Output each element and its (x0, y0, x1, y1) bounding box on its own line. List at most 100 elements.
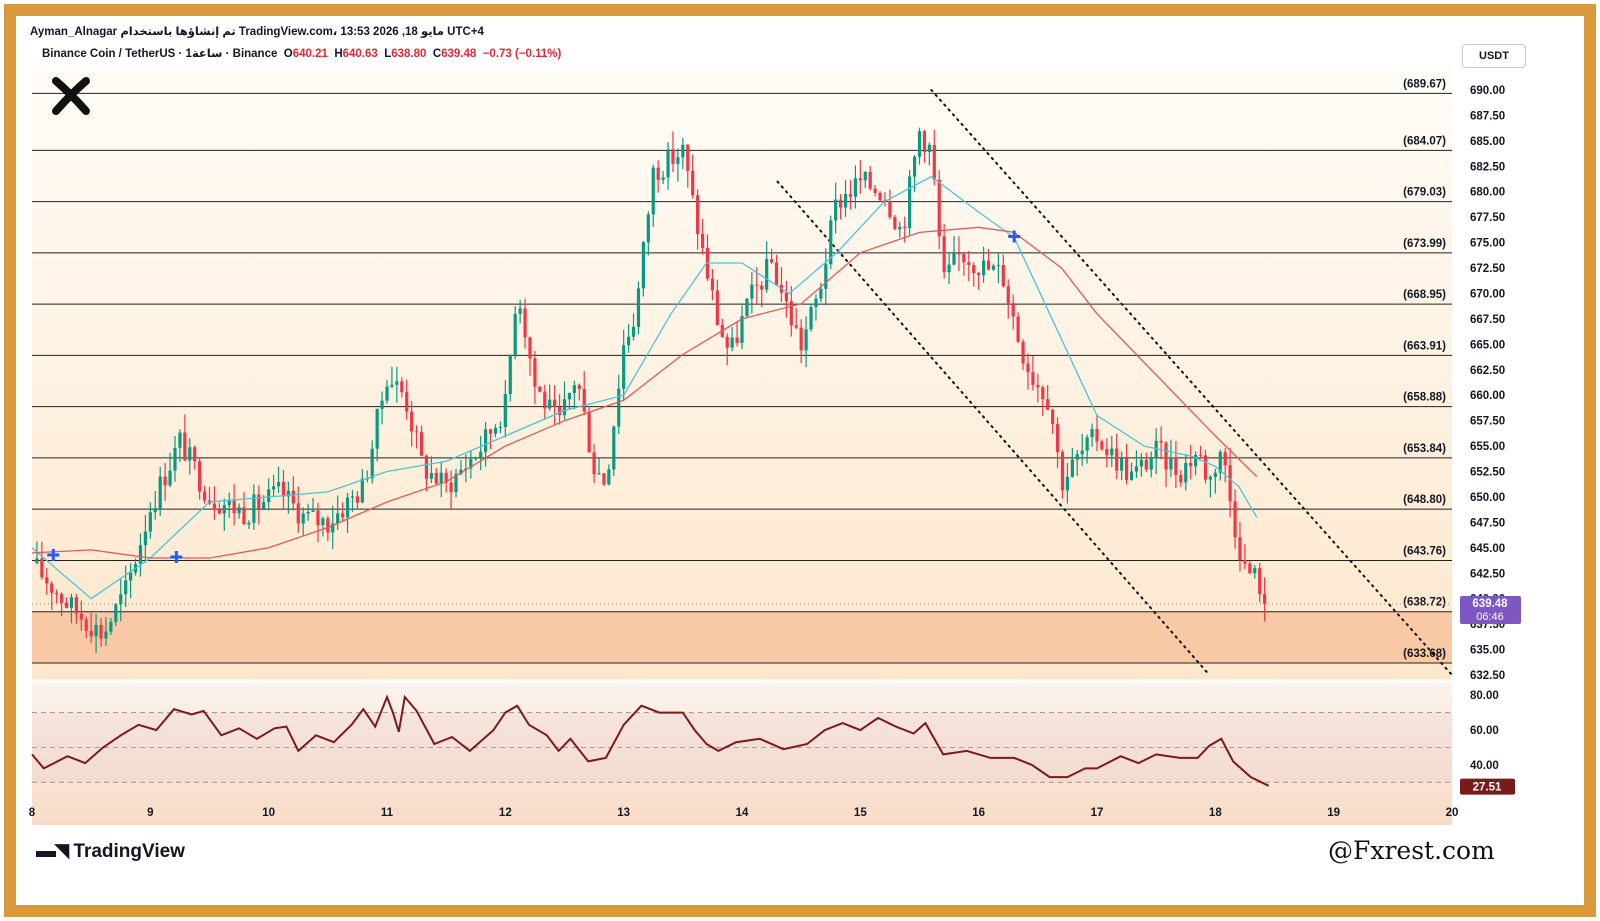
candle[interactable] (375, 408, 379, 462)
ma-slow-line[interactable] (31, 226, 1258, 559)
candle[interactable] (740, 305, 744, 350)
candle[interactable] (247, 520, 251, 529)
candle[interactable] (316, 502, 320, 543)
candle[interactable] (1139, 453, 1143, 477)
candle[interactable] (518, 299, 522, 324)
symbol-name[interactable]: Binance Coin / TetherUS · 1ساعة · Binanc… (42, 48, 278, 60)
candle[interactable] (927, 142, 931, 166)
candle[interactable] (1060, 449, 1065, 499)
candle[interactable] (464, 454, 468, 483)
candle[interactable] (1041, 385, 1045, 417)
candle[interactable] (439, 462, 443, 498)
trendline[interactable] (930, 89, 1453, 676)
candle[interactable] (222, 498, 226, 532)
candle[interactable] (735, 321, 739, 347)
candle[interactable] (414, 425, 419, 449)
candle[interactable] (1120, 451, 1124, 481)
candle[interactable] (119, 579, 123, 622)
candle[interactable] (893, 215, 897, 231)
candle[interactable] (1011, 294, 1015, 330)
candle[interactable] (1223, 447, 1227, 483)
candle[interactable] (587, 406, 591, 453)
candle[interactable] (410, 400, 414, 447)
candle[interactable] (543, 384, 547, 420)
candle[interactable] (143, 514, 148, 563)
candle[interactable] (1174, 441, 1178, 488)
candle[interactable] (1115, 433, 1119, 480)
candle[interactable] (267, 478, 271, 511)
candle[interactable] (1213, 468, 1217, 494)
candle[interactable] (986, 249, 991, 271)
candle[interactable] (834, 182, 838, 234)
candle[interactable] (523, 298, 527, 349)
candle[interactable] (1036, 373, 1040, 403)
candle[interactable] (582, 371, 586, 415)
candle[interactable] (1006, 279, 1010, 319)
candle[interactable] (271, 474, 276, 497)
candle[interactable] (996, 253, 1000, 284)
candle[interactable] (839, 194, 843, 220)
candle[interactable] (257, 485, 261, 525)
candle[interactable] (789, 285, 793, 337)
candle[interactable] (774, 254, 779, 286)
candle[interactable] (1001, 254, 1005, 288)
candle[interactable] (1090, 423, 1094, 447)
candle[interactable] (597, 457, 601, 475)
candle[interactable] (1110, 435, 1114, 468)
candle[interactable] (1065, 463, 1070, 504)
candle[interactable] (124, 565, 128, 608)
candle[interactable] (1169, 439, 1173, 478)
candle[interactable] (1263, 577, 1267, 622)
candle[interactable] (345, 492, 350, 533)
candle[interactable] (617, 374, 621, 435)
candle[interactable] (508, 354, 512, 402)
candle[interactable] (454, 468, 458, 498)
candle[interactable] (479, 435, 483, 471)
candle[interactable] (1095, 414, 1099, 451)
candle[interactable] (173, 436, 177, 482)
candle[interactable] (493, 424, 498, 438)
candle[interactable] (888, 189, 892, 220)
candle[interactable] (656, 160, 660, 193)
candle[interactable] (498, 421, 503, 434)
candle[interactable] (1144, 452, 1148, 472)
candle[interactable] (1154, 428, 1158, 475)
candle[interactable] (419, 425, 424, 457)
candle[interactable] (917, 127, 922, 165)
candle[interactable] (390, 366, 394, 389)
candle[interactable] (395, 366, 399, 403)
candle[interactable] (730, 327, 734, 352)
candle[interactable] (79, 600, 83, 631)
candle[interactable] (1164, 441, 1168, 488)
candle[interactable] (99, 617, 103, 647)
candle[interactable] (809, 303, 813, 332)
candle[interactable] (922, 129, 927, 163)
candle[interactable] (572, 380, 576, 410)
candle[interactable] (607, 464, 611, 486)
candle[interactable] (814, 294, 818, 321)
candle[interactable] (745, 297, 749, 318)
candle[interactable] (237, 503, 241, 519)
candle[interactable] (503, 380, 507, 438)
candle[interactable] (1179, 470, 1183, 487)
candle[interactable] (178, 429, 182, 463)
candle[interactable] (991, 263, 996, 272)
candle[interactable] (183, 414, 187, 461)
candle[interactable] (59, 592, 64, 617)
trendline[interactable] (776, 180, 1211, 676)
candle[interactable] (360, 469, 364, 504)
candle[interactable] (400, 377, 404, 398)
candle[interactable] (331, 505, 335, 550)
candle[interactable] (691, 154, 695, 199)
rsi-line[interactable] (31, 694, 1270, 787)
candle[interactable] (469, 450, 473, 479)
candle[interactable] (681, 137, 685, 170)
tradingview-logo[interactable]: ▬◥ TradingView (36, 838, 185, 863)
candle[interactable] (380, 391, 384, 425)
signal-cross-icon[interactable] (47, 548, 60, 561)
candle[interactable] (1258, 562, 1262, 603)
candle[interactable] (765, 241, 769, 293)
candle[interactable] (853, 165, 858, 209)
